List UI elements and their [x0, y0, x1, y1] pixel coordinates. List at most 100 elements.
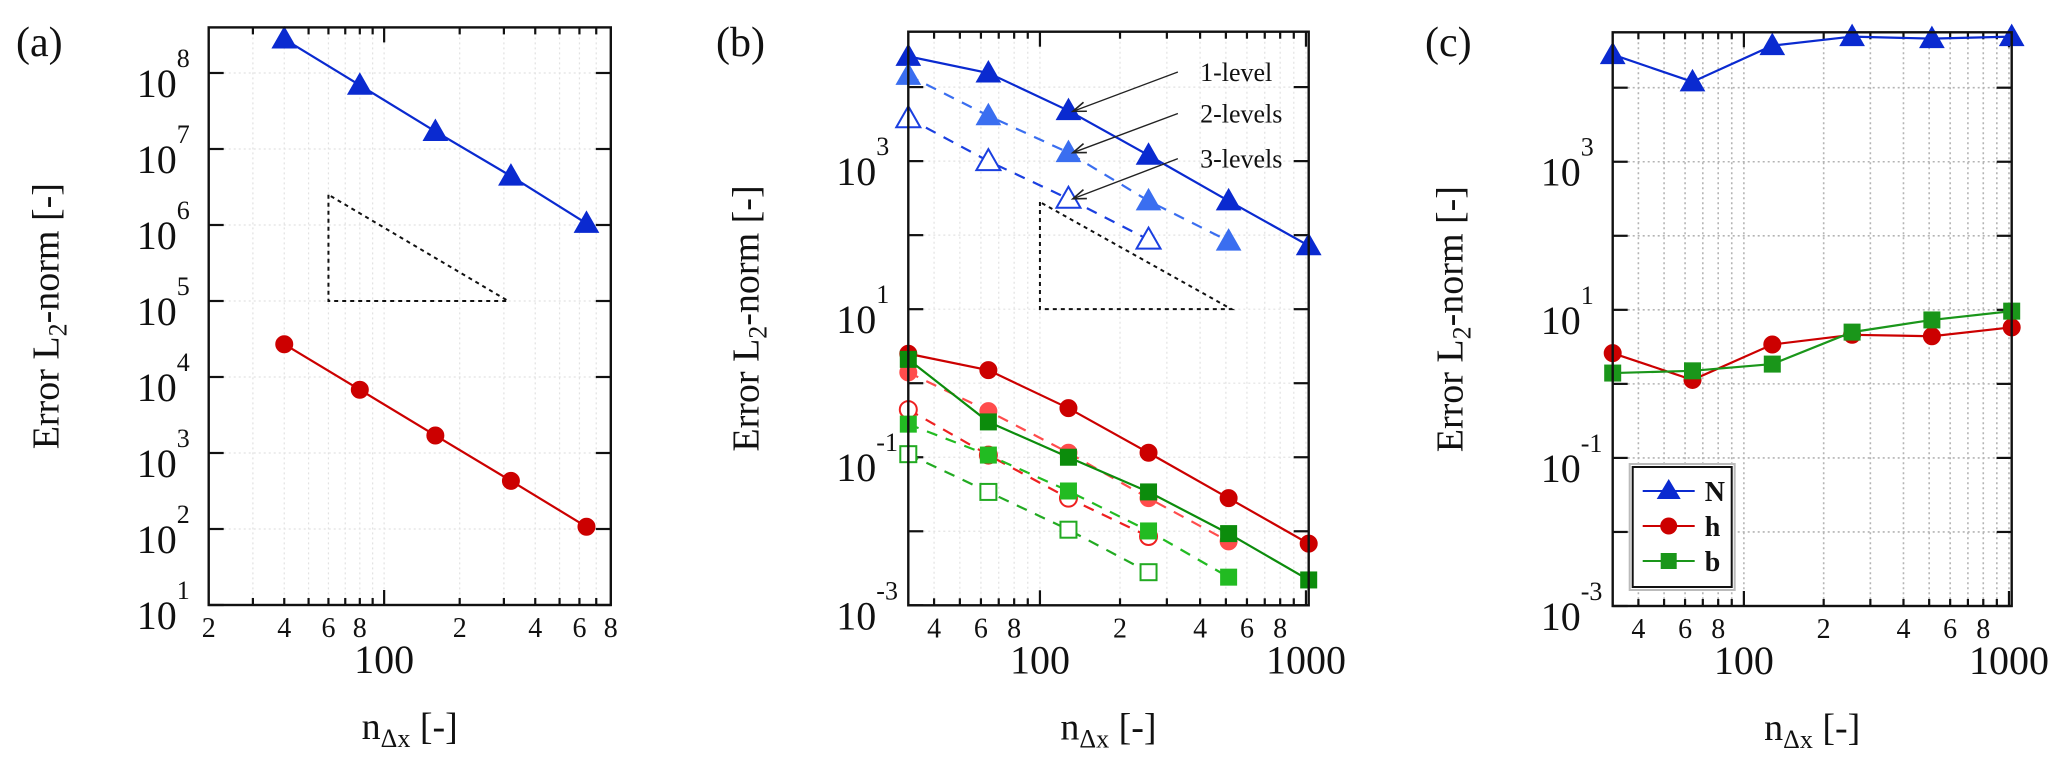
y-axis-title-sub: 2 — [44, 323, 73, 336]
series-b-1-level — [899, 350, 1318, 589]
series-line — [908, 352, 1310, 545]
x-tick-label: 6 — [1678, 614, 1692, 645]
grid — [208, 27, 611, 606]
x-tick-label: 4 — [528, 613, 542, 644]
data-point-circle — [426, 426, 445, 445]
x-axis-title: nΔx [-] — [1060, 706, 1156, 753]
x-axis-title-main: n — [1764, 707, 1783, 749]
annotation-label: 2-levels — [1200, 99, 1282, 128]
y-tick-label-exponent: 1 — [876, 280, 889, 309]
arrowhead-icon — [1070, 188, 1087, 200]
data-point-triangle — [271, 25, 298, 49]
data-point-circle — [1763, 335, 1782, 354]
y-tick-label-exponent: -3 — [876, 576, 898, 605]
data-point-triangle — [1134, 225, 1163, 250]
panel-label: (a) — [16, 20, 63, 66]
x-tick-label: 100 — [354, 637, 414, 682]
x-tick-label: 100 — [1010, 637, 1070, 682]
series-line — [1612, 326, 2012, 382]
x-axis-title-sub: Δx — [381, 724, 411, 753]
data-point-triangle — [498, 163, 524, 186]
y-tick-label-base: 10 — [137, 441, 177, 486]
x-axis-title-main: n — [362, 706, 381, 748]
data-point-triangle — [1135, 187, 1162, 211]
data-point-circle — [1219, 489, 1238, 508]
y-tick-label-exponent: -3 — [1581, 577, 1603, 606]
x-tick-label: 2 — [202, 613, 216, 644]
data-point-triangle — [1135, 142, 1162, 165]
data-point-triangle — [975, 102, 1002, 126]
legend: Nhb — [1628, 463, 1736, 591]
annotation-arrow — [1072, 71, 1179, 113]
x-axis-title-rest: [-] — [1813, 707, 1860, 749]
x-axis-title-sub: Δx — [1079, 724, 1109, 753]
legend-label: b — [1705, 547, 1721, 578]
x-tick-label: 8 — [604, 613, 618, 644]
y-tick-label-base: 10 — [137, 593, 177, 638]
series-n — [1599, 23, 2025, 92]
data-point-square — [1843, 323, 1861, 341]
data-point-circle — [275, 335, 294, 354]
annotation-arrow — [1072, 112, 1179, 154]
x-tick-label: 8 — [1007, 613, 1021, 644]
y-tick-label-exponent: 3 — [1581, 133, 1594, 162]
y-axis-title-main: Error L — [725, 339, 767, 452]
annotation: 3-levels — [1070, 145, 1282, 200]
data-point-circle — [1059, 399, 1078, 418]
data-point-square — [1763, 355, 1781, 373]
y-tick-label-exponent: -1 — [1581, 429, 1603, 458]
data-point-square — [979, 446, 997, 464]
x-tick-label: 1000 — [1266, 637, 1346, 682]
data-point-square — [1684, 362, 1701, 380]
annotation: 1-level — [1070, 58, 1272, 113]
x-axis-title-main: n — [1060, 706, 1079, 748]
annotation-label: 3-levels — [1200, 145, 1282, 174]
x-axis-title-sub: Δx — [1783, 725, 1813, 754]
y-axis-title-rest: -norm [-] — [26, 183, 68, 323]
y-tick-label-exponent: 5 — [177, 272, 190, 301]
data-point-square — [1220, 568, 1238, 586]
data-point-triangle — [1919, 25, 1945, 49]
data-point-triangle — [1759, 32, 1786, 56]
data-point-square — [1140, 483, 1158, 501]
x-tick-label: 2 — [453, 613, 467, 644]
data-point-square — [1923, 311, 1941, 329]
data-point-triangle — [975, 59, 1002, 83]
x-tick-label: 6 — [1240, 613, 1254, 644]
data-point-square — [1220, 525, 1238, 543]
y-axis-title-main: Error L — [26, 336, 68, 449]
x-tick-label: 100 — [1714, 638, 1774, 683]
data-point-circle — [979, 361, 998, 380]
series-line — [907, 408, 1150, 538]
y-tick-label-base: 10 — [137, 517, 177, 562]
data-point-square — [1139, 563, 1158, 582]
panel-label: (b) — [716, 20, 765, 66]
data-point-circle — [1922, 327, 1941, 346]
y-axis-title-rest: -norm [-] — [1430, 186, 1472, 326]
y-tick-label-exponent: 6 — [177, 196, 190, 225]
data-point-square — [979, 413, 997, 431]
annotation-label: 1-level — [1200, 58, 1272, 87]
x-tick-label: 6 — [321, 613, 335, 644]
panel-label: (c) — [1425, 20, 1472, 66]
y-tick-label-base: 10 — [836, 297, 876, 342]
y-axis-title: Error L2-norm [-] — [1430, 186, 1477, 452]
y-tick-label-exponent: 8 — [177, 44, 190, 73]
annotation: 2-levels — [1070, 99, 1282, 154]
data-point-circle — [1139, 443, 1158, 462]
x-axis-title: nΔx [-] — [362, 706, 458, 753]
x-tick-label: 2 — [1113, 613, 1127, 644]
series-n-3-levels — [894, 104, 1163, 250]
y-tick-label-base: 10 — [1541, 594, 1581, 639]
x-tick-label: 1000 — [1969, 638, 2049, 683]
y-tick-label-base: 10 — [836, 445, 876, 490]
series-h — [1603, 318, 2021, 389]
y-tick-label-exponent: -1 — [876, 428, 898, 457]
series-b-3-levels — [899, 445, 1158, 582]
plot-frame — [907, 30, 1310, 607]
slope-triangle — [1038, 200, 1236, 311]
y-tick-label-exponent: 1 — [1581, 281, 1594, 310]
